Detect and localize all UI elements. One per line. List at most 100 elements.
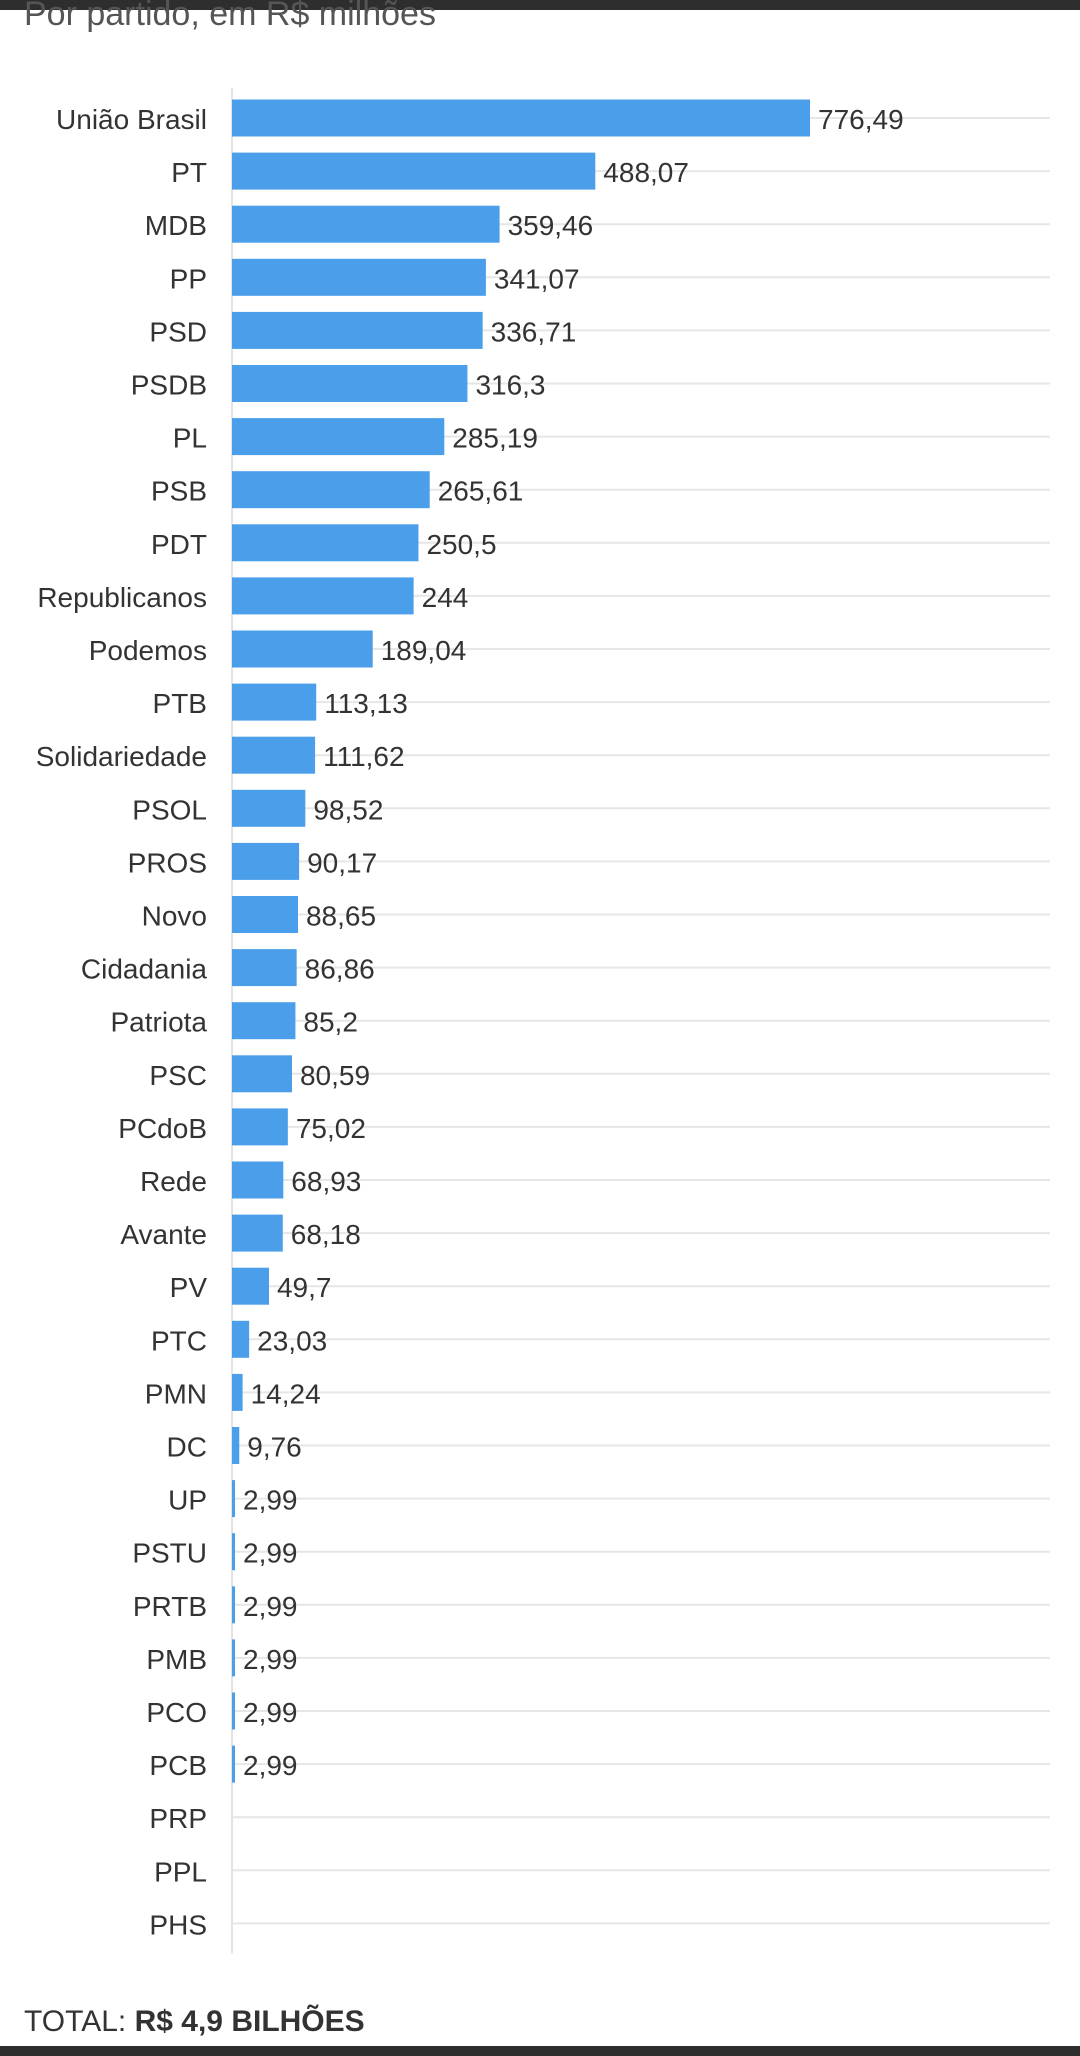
bar (232, 949, 297, 987)
category-label: PMB (146, 1644, 207, 1675)
category-label: DC (167, 1432, 207, 1463)
data-label: 68,18 (291, 1219, 361, 1250)
data-label: 316,3 (475, 370, 545, 401)
category-label: PSB (151, 476, 207, 507)
total-summary: TOTAL: R$ 4,9 BILHÕES (24, 2004, 365, 2040)
category-label: PT (171, 157, 207, 188)
bar (232, 896, 298, 933)
category-label: PTC (151, 1325, 207, 1356)
bar (232, 1214, 283, 1252)
bar (232, 524, 419, 562)
bar (232, 1320, 250, 1358)
bar (232, 1373, 243, 1411)
bar (232, 258, 486, 296)
data-label: 189,04 (381, 635, 467, 666)
category-label: PTB (153, 688, 207, 719)
bar (232, 311, 483, 349)
data-label: 244 (422, 582, 469, 613)
data-label: 68,93 (291, 1166, 361, 1197)
category-label: PPL (154, 1856, 207, 1887)
bar (232, 789, 306, 827)
category-label: PROS (128, 847, 207, 878)
category-label: PSD (149, 316, 207, 347)
category-label: União Brasil (56, 104, 207, 135)
bar (232, 1267, 269, 1305)
data-label: 111,62 (323, 741, 404, 772)
data-label: 2,99 (243, 1644, 298, 1675)
category-label: Avante (120, 1219, 207, 1250)
category-label: PRTB (133, 1591, 207, 1622)
category-label: PMN (145, 1378, 207, 1409)
category-label: Patriota (111, 1007, 208, 1038)
top-edge-bar (0, 0, 1080, 10)
total-value: R$ 4,9 BILHÕES (134, 2005, 365, 2038)
data-label: 14,24 (251, 1378, 321, 1409)
category-label: PCdoB (118, 1113, 207, 1144)
data-label: 86,86 (305, 954, 375, 985)
data-label: 113,13 (324, 688, 408, 719)
data-label: 250,5 (426, 529, 496, 560)
bar (232, 418, 445, 456)
category-label: Rede (140, 1166, 207, 1197)
category-label: PDT (151, 529, 207, 560)
category-label: Podemos (89, 635, 207, 666)
bottom-edge-bar (0, 2046, 1080, 2056)
bar (232, 1055, 292, 1093)
data-label: 80,59 (300, 1060, 370, 1091)
bar (232, 1161, 284, 1199)
bar (232, 630, 373, 668)
bar (232, 1002, 296, 1040)
data-label: 265,61 (438, 476, 524, 507)
bar-chart: União Brasil 776,49 PT 488,07 MDB 359,46 PP 341… (36, 88, 1050, 1954)
data-label: 2,99 (243, 1697, 298, 1728)
category-label: PP (170, 263, 207, 294)
category-label: Cidadania (81, 954, 208, 985)
category-label: PSDB (131, 370, 207, 401)
category-label: PRP (149, 1803, 207, 1834)
data-label: 88,65 (306, 901, 376, 932)
category-label: MDB (145, 210, 207, 241)
category-label: PSC (149, 1060, 207, 1091)
data-label: 776,49 (818, 104, 904, 135)
data-label: 359,46 (508, 210, 594, 241)
data-label: 2,99 (243, 1538, 298, 1569)
data-label: 9,76 (247, 1432, 302, 1463)
category-label: Republicanos (37, 582, 207, 613)
bar (232, 1692, 235, 1730)
bar (232, 152, 596, 190)
bar (232, 1427, 240, 1464)
data-label: 336,71 (491, 316, 577, 347)
data-label: 2,99 (243, 1750, 298, 1781)
category-label: UP (168, 1485, 207, 1516)
category-label: Novo (142, 901, 207, 932)
bar (232, 1745, 235, 1783)
bar (232, 1586, 235, 1624)
bar (232, 1533, 235, 1571)
bar (232, 1108, 288, 1146)
category-label: PHS (149, 1909, 207, 1940)
bar (232, 1639, 235, 1677)
data-label: 98,52 (313, 794, 383, 825)
bar (232, 471, 430, 509)
bar (232, 736, 316, 774)
category-label: PL (173, 423, 207, 454)
data-label: 341,07 (494, 263, 580, 294)
category-label: PCB (149, 1750, 207, 1781)
data-label: 285,19 (452, 423, 538, 454)
category-label: Solidariedade (36, 741, 207, 772)
total-label: TOTAL: (24, 2005, 127, 2038)
chart-subtitle: Por partido, em R$ milhões (24, 0, 436, 33)
data-label: 90,17 (307, 847, 377, 878)
bar (232, 99, 810, 137)
bar (232, 683, 317, 721)
bar (232, 1480, 235, 1518)
bar (232, 577, 414, 615)
data-label: 488,07 (603, 157, 689, 188)
category-label: PV (170, 1272, 208, 1303)
data-label: 23,03 (257, 1325, 327, 1356)
data-label: 49,7 (277, 1272, 332, 1303)
data-label: 85,2 (303, 1007, 358, 1038)
data-label: 75,02 (296, 1113, 366, 1144)
category-label: PSOL (132, 794, 207, 825)
bar (232, 205, 500, 243)
